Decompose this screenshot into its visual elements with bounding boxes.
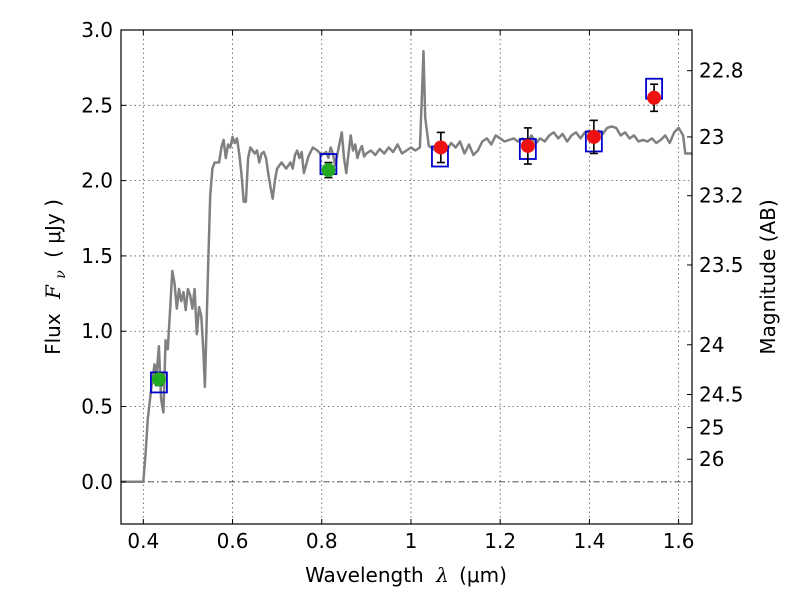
x-axis-title-unit: (μm)	[459, 563, 507, 587]
x-tick-label: 1.4	[573, 529, 605, 553]
observed-point-green	[321, 163, 336, 178]
y-tick-label: 1.0	[81, 319, 113, 343]
y-axis-title-unit: ( μJy )	[41, 199, 65, 258]
y-tick-label: 0.5	[81, 395, 113, 419]
x-tick-label: 0.4	[127, 529, 159, 553]
observed-point-green	[151, 372, 166, 387]
observed-point-red	[433, 140, 448, 155]
observed-point-red	[520, 138, 535, 153]
y-tick-label: 1.5	[81, 244, 113, 268]
observed-point-red	[586, 129, 601, 144]
y-tick-label: 3.0	[81, 18, 113, 42]
magnitude-tick-label: 25	[699, 416, 724, 440]
magnitude-tick-label: 22.8	[699, 59, 744, 83]
magnitude-axis-ticks: 22.8 23 23.2 23.5 24 24.5 25 26	[687, 59, 744, 471]
observed-point-red	[647, 90, 662, 105]
x-axis-title-lambda: λ	[435, 563, 449, 587]
magnitude-tick-label: 23	[699, 125, 724, 149]
x-axis-ticks: 0.4 0.6 0.8 1 1.2 1.4 1.6	[127, 30, 695, 553]
magnitude-axis-title: Magnitude (AB)	[756, 199, 780, 354]
x-tick-label: 1.2	[484, 529, 516, 553]
template-spectrum	[121, 49, 692, 484]
y-axis-title-var: F	[41, 284, 65, 300]
x-tick-label: 1.6	[663, 529, 695, 553]
magnitude-tick-label: 24	[699, 333, 724, 357]
y-tick-label: 2.0	[81, 169, 113, 193]
x-tick-label: 0.8	[306, 529, 338, 553]
error-bars	[154, 83, 659, 387]
magnitude-tick-label: 23.2	[699, 184, 744, 208]
magnitude-tick-label: 24.5	[699, 382, 744, 406]
x-axis-title: Wavelength λ (μm)	[305, 563, 507, 587]
x-axis-title-prefix: Wavelength	[305, 563, 424, 587]
y-tick-label: 2.5	[81, 93, 113, 117]
y-axis-ticks: 0.0 0.5 1.0 1.5 2.0 2.5 3.0	[81, 18, 126, 494]
y-axis-title-sub: ν	[53, 270, 69, 279]
spectrum-line	[121, 49, 692, 484]
y-axis-title: Flux F ν ( μJy )	[41, 199, 70, 355]
model-photometry	[150, 77, 663, 394]
x-tick-label: 1	[405, 529, 418, 553]
plot-frame	[120, 29, 693, 525]
y-axis-title-prefix: Flux	[41, 313, 65, 355]
magnitude-tick-label: 23.5	[699, 253, 744, 277]
observed-photometry	[151, 90, 662, 387]
x-tick-label: 0.6	[217, 529, 249, 553]
magnitude-tick-label: 26	[699, 447, 724, 471]
y-tick-label: 0.0	[81, 470, 113, 494]
